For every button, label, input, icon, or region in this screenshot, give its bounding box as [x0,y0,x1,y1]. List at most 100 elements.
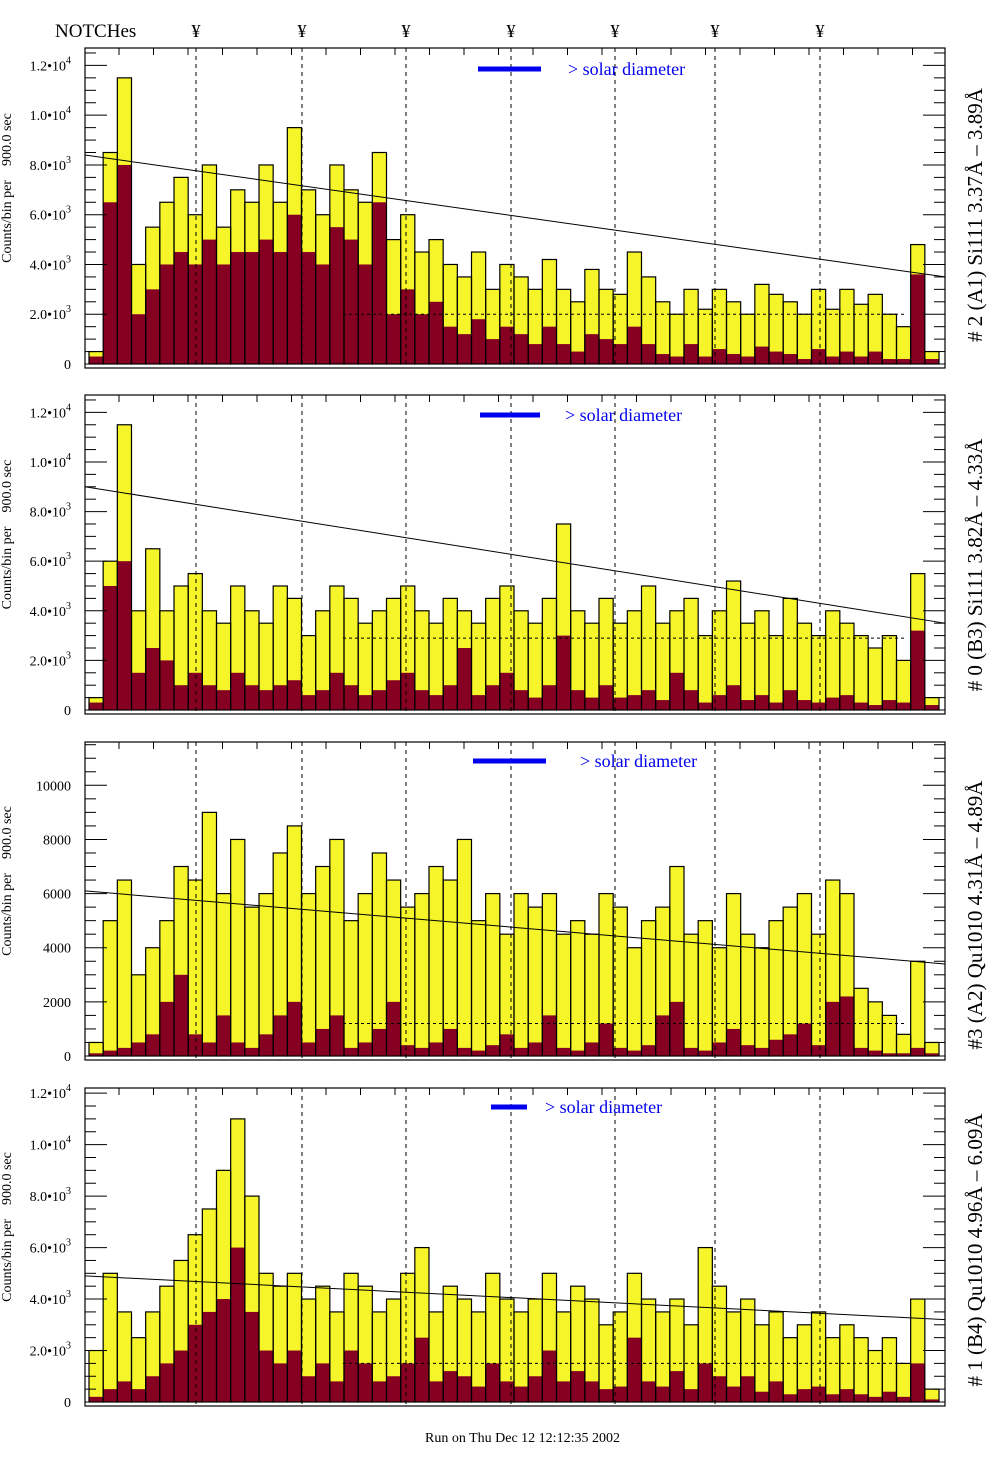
subset-bar [131,1042,146,1056]
subset-bar [726,354,741,364]
subset-bar [528,344,543,364]
subset-bar [712,1042,727,1056]
subset-bar [188,672,203,710]
notch-marker: ¥ [298,21,307,41]
subset-bar [556,1047,571,1056]
subset-bar [556,635,571,710]
subset-bar [740,700,755,710]
notches-label: NOTCHes [55,21,136,42]
subset-bar [230,1247,245,1402]
subset-bar [414,314,429,364]
subset-bar [386,680,401,710]
subset-bar [457,1376,472,1402]
subset-bar [896,359,911,364]
subset-bar [443,326,458,364]
subset-bar [216,1015,231,1056]
subset-bar [386,1376,401,1402]
y-tick-label: 6.0•103 [30,205,71,224]
subset-bar [740,1376,755,1402]
y-axis-label: Counts/bin per 900.0 sec [0,113,15,263]
subset-bar [584,1042,599,1056]
subset-bar [273,1015,288,1056]
subset-bar [485,685,500,710]
subset-bar [471,1386,486,1402]
subset-bar [216,264,231,364]
subset-bar [372,202,387,364]
subset-bar [414,1337,429,1402]
subset-bar [769,1039,784,1056]
subset-bar [174,974,189,1056]
subset-bar [584,697,599,710]
subset-bar [159,1363,174,1402]
subset-bar [584,1381,599,1402]
subset-bar [499,1034,514,1056]
notch-marker: ¥ [611,21,620,41]
subset-bar [414,1047,429,1056]
y-tick-label: 1.0•104 [30,1135,71,1154]
subset-bar [613,1047,628,1056]
legend-label: > solar diameter [565,405,682,425]
subset-bar [188,1034,203,1056]
subset-bar [669,1001,684,1056]
subset-bar [882,1391,897,1402]
subset-bar [188,264,203,364]
subset-bar [641,344,656,364]
subset-bar [329,227,344,364]
subset-bar [457,647,472,710]
subset-bar [811,1045,826,1056]
y-tick-label: 2.0•103 [30,650,71,669]
subset-bar [131,1389,146,1402]
y-tick-label: 2.0•103 [30,304,71,323]
plot-frame [84,394,946,715]
subset-bar [924,1053,939,1056]
subset-bar [372,690,387,710]
subset-bar [698,702,713,710]
notch-marker: ¥ [816,21,825,41]
subset-bar [740,1045,755,1056]
y-tick-label: 1.0•104 [30,452,71,471]
subset-bar [924,359,939,364]
subset-bar [344,239,359,364]
subset-bar [627,1050,642,1056]
subset-bar [684,690,699,710]
subset-bar [372,1381,387,1402]
subset-bar [485,1363,500,1402]
subset-bar [443,685,458,710]
subset-bar [825,697,840,710]
subset-bar [287,680,302,710]
trend-line [84,890,946,965]
subset-bar [854,356,869,364]
subset-bar [159,264,174,364]
subset-bar [542,685,557,710]
panel-title: # 2 (A1) Si111 3.37Å – 3.89Å [963,87,987,342]
subset-bar [868,351,883,364]
subset-bar [754,346,769,364]
subset-bar [627,326,642,364]
subset-bar [301,1042,316,1056]
subset-bar [825,1001,840,1056]
subset-bar [89,1053,104,1056]
panel-1: 0 2.0•103 4.0•103 6.0•103 8.0•103 1.0•104 1.2•… [0,47,987,373]
subset-bar [301,252,316,364]
subset-bar [202,1042,217,1056]
subset-bar [103,1050,118,1056]
subset-bar [202,239,217,364]
subset-bar [712,695,727,710]
subset-bar [684,1389,699,1402]
total-bar [910,243,926,365]
subset-bar [145,1034,160,1056]
subset-bar [429,1381,444,1402]
y-tick-label: 0 [64,1396,71,1411]
subset-bar [89,702,104,710]
notch-marker: ¥ [192,21,201,41]
subset-bar [174,252,189,364]
subset-bar [599,1023,614,1056]
subset-bar [514,1386,529,1402]
legend-label: > solar diameter [545,1097,662,1117]
y-tick-label: 2000 [43,996,71,1011]
subset-bar [910,1047,925,1056]
subset-bar [783,1394,798,1402]
subset-bar [145,647,160,710]
subset-bar [499,326,514,364]
subset-bar [797,359,812,364]
